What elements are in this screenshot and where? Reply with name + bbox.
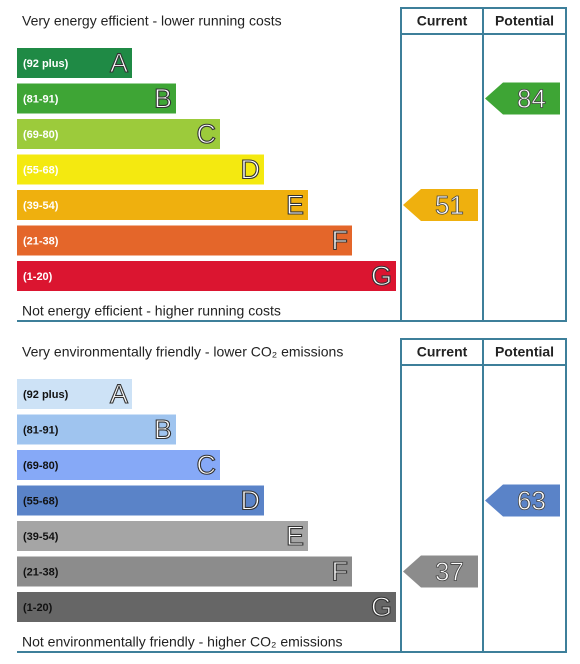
band-letter: A — [110, 379, 128, 409]
band-letter: B — [154, 415, 172, 445]
rating-value: 63 — [517, 485, 546, 515]
bottom-label: Not energy efficient - higher running co… — [22, 303, 281, 319]
band-range: (69-80) — [23, 460, 59, 472]
band-letter: D — [241, 155, 261, 185]
band — [17, 48, 132, 78]
rating-arrow — [403, 189, 478, 221]
band-range: (1-20) — [23, 271, 53, 283]
rating-value: 51 — [435, 190, 464, 220]
band-range: (55-68) — [23, 164, 59, 176]
column-header: Potential — [495, 13, 554, 29]
band — [17, 485, 264, 516]
band — [17, 119, 220, 149]
band — [17, 414, 176, 445]
band-letter: G — [371, 592, 392, 622]
band — [17, 556, 352, 587]
band-letter: C — [197, 450, 217, 480]
band — [17, 521, 308, 551]
band-range: (69-80) — [23, 129, 59, 141]
band-letter: F — [332, 226, 349, 256]
band-range: (92 plus) — [23, 389, 69, 401]
band-letter: C — [197, 119, 217, 149]
band-letter: D — [241, 486, 261, 516]
band-letter: A — [110, 48, 128, 78]
band — [17, 190, 308, 220]
column-header: Current — [417, 13, 468, 29]
rating-arrow — [403, 555, 478, 588]
rating-value: 37 — [435, 556, 464, 586]
band — [17, 592, 396, 622]
band-letter: G — [371, 261, 392, 291]
band-range: (81-91) — [23, 93, 59, 105]
band — [17, 261, 396, 291]
band-range: (1-20) — [23, 602, 53, 614]
band-range: (55-68) — [23, 495, 59, 507]
band — [17, 83, 176, 114]
band — [17, 154, 264, 185]
band-range: (81-91) — [23, 424, 59, 436]
band-letter: E — [286, 521, 304, 551]
band — [17, 225, 352, 256]
band-letter: E — [286, 190, 304, 220]
band-letter: F — [332, 557, 349, 587]
column-header: Current — [417, 344, 468, 360]
column-header: Potential — [495, 344, 554, 360]
band-range: (39-54) — [23, 531, 59, 543]
band — [17, 450, 220, 480]
bottom-label: Not environmentally friendly - higher CO… — [22, 634, 343, 650]
rating-value: 84 — [517, 83, 546, 113]
top-label: Very energy efficient - lower running co… — [22, 13, 282, 29]
rating-arrow — [485, 484, 560, 517]
band-range: (92 plus) — [23, 58, 69, 70]
band-range: (39-54) — [23, 200, 59, 212]
top-label: Very environmentally friendly - lower CO… — [22, 344, 343, 360]
band-range: (21-38) — [23, 566, 59, 578]
band-letter: B — [154, 84, 172, 114]
rating-arrow — [485, 82, 560, 115]
band-range: (21-38) — [23, 235, 59, 247]
band — [17, 379, 132, 409]
